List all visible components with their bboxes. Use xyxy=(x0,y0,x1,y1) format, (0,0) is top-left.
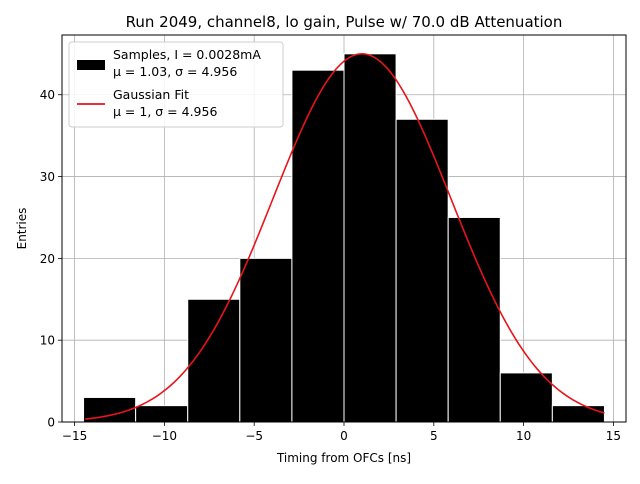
x-tick-label: −10 xyxy=(152,429,177,443)
gaussian-fit-line xyxy=(85,53,605,420)
legend-label-samples: Samples, I = 0.0028mA xyxy=(113,47,261,62)
histogram-bar xyxy=(187,298,241,423)
legend-label-fit: Gaussian Fit xyxy=(113,87,189,102)
y-axis-label: Entries xyxy=(15,208,29,250)
x-tick-label: 0 xyxy=(340,429,348,443)
x-tick-label: 10 xyxy=(516,429,531,443)
histogram-bar xyxy=(135,405,189,423)
y-tick-label: 10 xyxy=(40,334,55,348)
histogram-bar xyxy=(499,372,553,423)
legend-stats-fit: μ = 1, σ = 4.956 xyxy=(113,104,217,119)
histogram-bar xyxy=(447,216,501,423)
legend: Samples, I = 0.0028mA μ = 1.03, σ = 4.95… xyxy=(68,41,284,128)
y-axis-ticks: 0 10 20 30 40 xyxy=(40,88,62,430)
chart-title: Run 2049, channel8, lo gain, Pulse w/ 70… xyxy=(126,13,563,31)
x-tick-label: −15 xyxy=(62,429,87,443)
histogram-bar xyxy=(551,405,605,423)
x-axis-ticks: −15 −10 −5 0 5 10 15 xyxy=(62,422,621,443)
legend-swatch-samples xyxy=(77,60,105,70)
x-axis-label: Timing from OFCs [ns] xyxy=(276,451,411,465)
histogram-bar xyxy=(395,118,449,423)
x-tick-label: −5 xyxy=(245,429,263,443)
y-tick-label: 30 xyxy=(40,170,55,184)
x-tick-label: 5 xyxy=(430,429,438,443)
histogram-bar xyxy=(239,257,293,423)
y-tick-label: 0 xyxy=(47,416,55,430)
gaussian-fit xyxy=(85,53,605,420)
histogram-bar xyxy=(343,53,397,423)
x-tick-label: 15 xyxy=(606,429,621,443)
legend-stats-samples: μ = 1.03, σ = 4.956 xyxy=(113,64,237,79)
histogram-bar xyxy=(291,69,345,423)
y-tick-label: 20 xyxy=(40,252,55,266)
legend-box xyxy=(68,41,284,128)
y-tick-label: 40 xyxy=(40,88,55,102)
